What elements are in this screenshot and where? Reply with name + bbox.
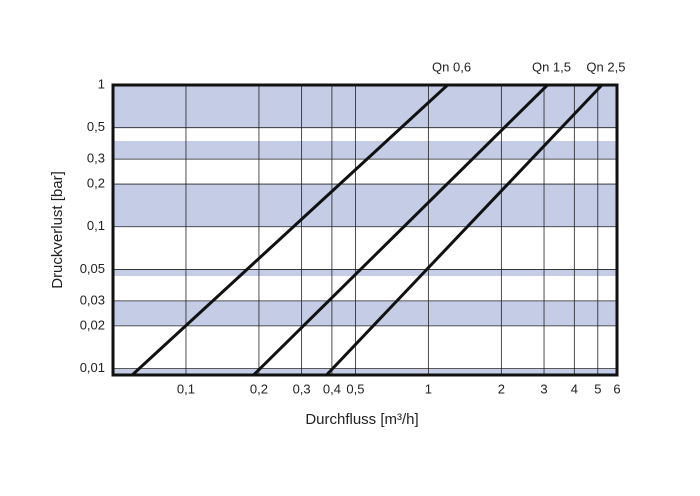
plot-frame [111, 83, 619, 377]
band [113, 85, 617, 128]
band [113, 269, 617, 276]
x-tick-label: 6 [613, 381, 620, 396]
x-tick-label: 0,3 [293, 381, 311, 396]
x-tick-label: 0,1 [177, 381, 195, 396]
series-label: Qn 1,5 [532, 59, 571, 74]
y-tick-label: 0,03 [80, 292, 105, 307]
bands [113, 85, 617, 375]
y-tick-label: 0,01 [80, 360, 105, 375]
x-tick-label: 0,4 [323, 381, 341, 396]
series-label: Qn 0,6 [432, 59, 471, 74]
band [113, 141, 617, 159]
band [113, 184, 617, 227]
y-tick-label: 0,02 [80, 317, 105, 332]
x-tick-label: 1 [425, 381, 432, 396]
series-line [325, 83, 604, 375]
series-line [252, 83, 549, 375]
x-tick-label: 0,2 [250, 381, 268, 396]
band [113, 369, 617, 375]
x-axis-label: Durchfluss [m³/h] [305, 411, 418, 428]
y-tick-label: 0,3 [87, 151, 105, 166]
x-tick-label: 0,5 [346, 381, 364, 396]
series-line [131, 83, 449, 375]
y-axis-label: Druckverlust [bar] [49, 171, 66, 289]
x-tick-label: 4 [571, 381, 578, 396]
y-tick-label: 1 [98, 76, 105, 91]
y-tick-label: 0,2 [87, 176, 105, 191]
x-tick-label: 3 [540, 381, 547, 396]
y-tick-label: 0,5 [87, 119, 105, 134]
x-tick-label: 5 [594, 381, 601, 396]
series-label: Qn 2,5 [586, 59, 625, 74]
x-tick-label: 2 [498, 381, 505, 396]
y-tick-label: 0,05 [80, 261, 105, 276]
y-tick-label: 0,1 [87, 218, 105, 233]
